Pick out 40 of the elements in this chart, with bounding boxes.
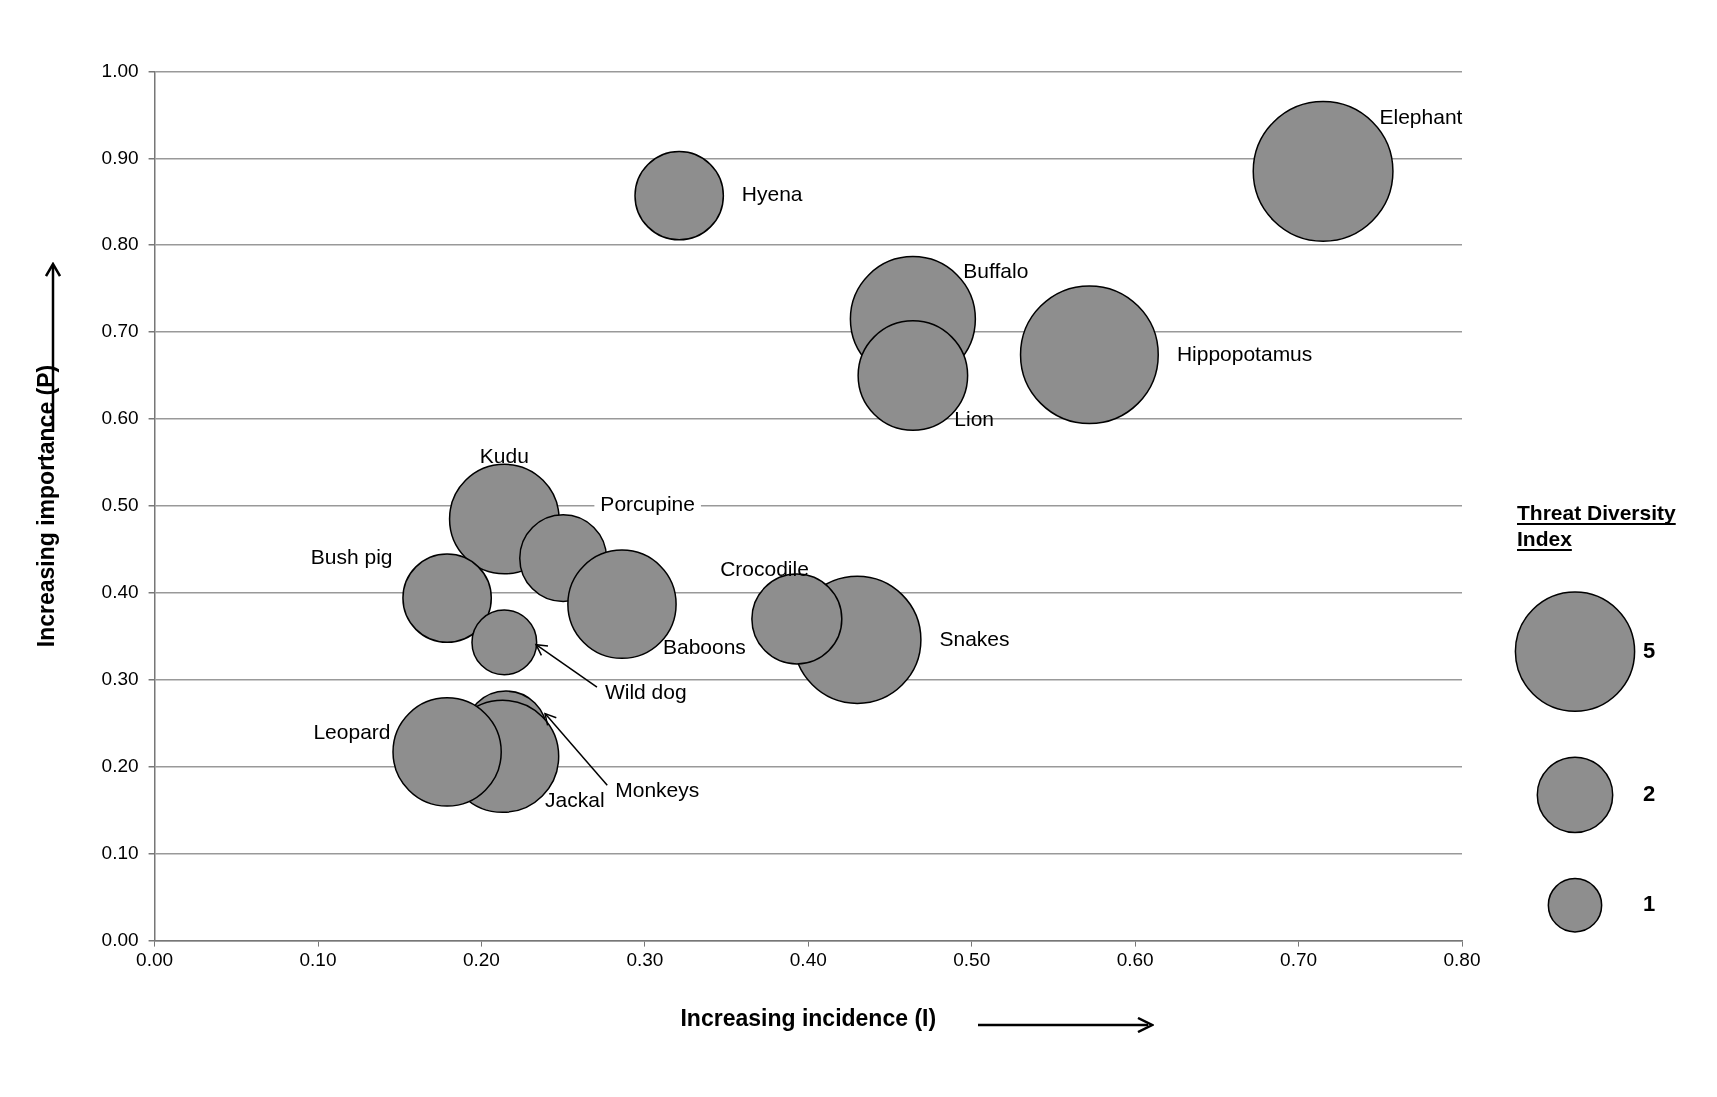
x-tick-label: 0.30 [626, 949, 664, 971]
y-tick-label: 0.50 [101, 494, 139, 516]
x-tick-label: 0.70 [1280, 949, 1318, 971]
y-tick-label: 0.60 [101, 407, 139, 429]
text: Monkeys [615, 778, 700, 802]
y-tick-label: 1.00 [101, 59, 139, 81]
series-label: Kudu [479, 443, 529, 467]
series-label: Hyena [741, 182, 803, 206]
series-label: Hippopotamus [1176, 341, 1313, 365]
y-tick-label: 0.80 [101, 233, 139, 255]
series-label: Leopard [313, 719, 391, 743]
legend-label: 2 [1643, 780, 1656, 806]
x-tick-label: 0.20 [462, 949, 500, 971]
series-label: Lion [954, 406, 995, 430]
legend-label: 1 [1643, 891, 1656, 917]
x-tick-label: 0.80 [1443, 949, 1481, 971]
y-tick-label: 0.30 [101, 668, 139, 690]
legend-title: Threat Diversity Index [1517, 501, 1677, 550]
series-label: Porcupine [600, 492, 695, 516]
series-label: Elephant [1379, 105, 1463, 129]
series-label: Snakes [939, 626, 1010, 650]
x-axis-title: Increasing incidence (I) [680, 1004, 937, 1031]
series-label: Baboons [662, 634, 746, 658]
y-tick-label: 0.90 [101, 146, 139, 168]
y-tick-label: 0.40 [101, 581, 139, 603]
text: Wild dog [604, 679, 687, 703]
series-label: Bush pig [310, 544, 393, 568]
x-tick-label: 0.40 [789, 949, 827, 971]
y-tick-label: 0.10 [101, 841, 139, 863]
y-tick-label: 0.20 [101, 754, 139, 776]
x-tick-label: 0.60 [1116, 949, 1154, 971]
x-tick-label: 0.50 [953, 949, 991, 971]
x-tick-label: 0.10 [299, 949, 337, 971]
y-tick-label: 0.70 [101, 320, 139, 342]
x-tick-label: 0.00 [136, 949, 174, 971]
series-label: Jackal [545, 788, 605, 812]
series-label: Buffalo [963, 258, 1029, 282]
y-tick-label: 0.00 [101, 928, 139, 950]
series-label: Crocodile [720, 557, 809, 581]
legend-label: 5 [1643, 637, 1656, 663]
